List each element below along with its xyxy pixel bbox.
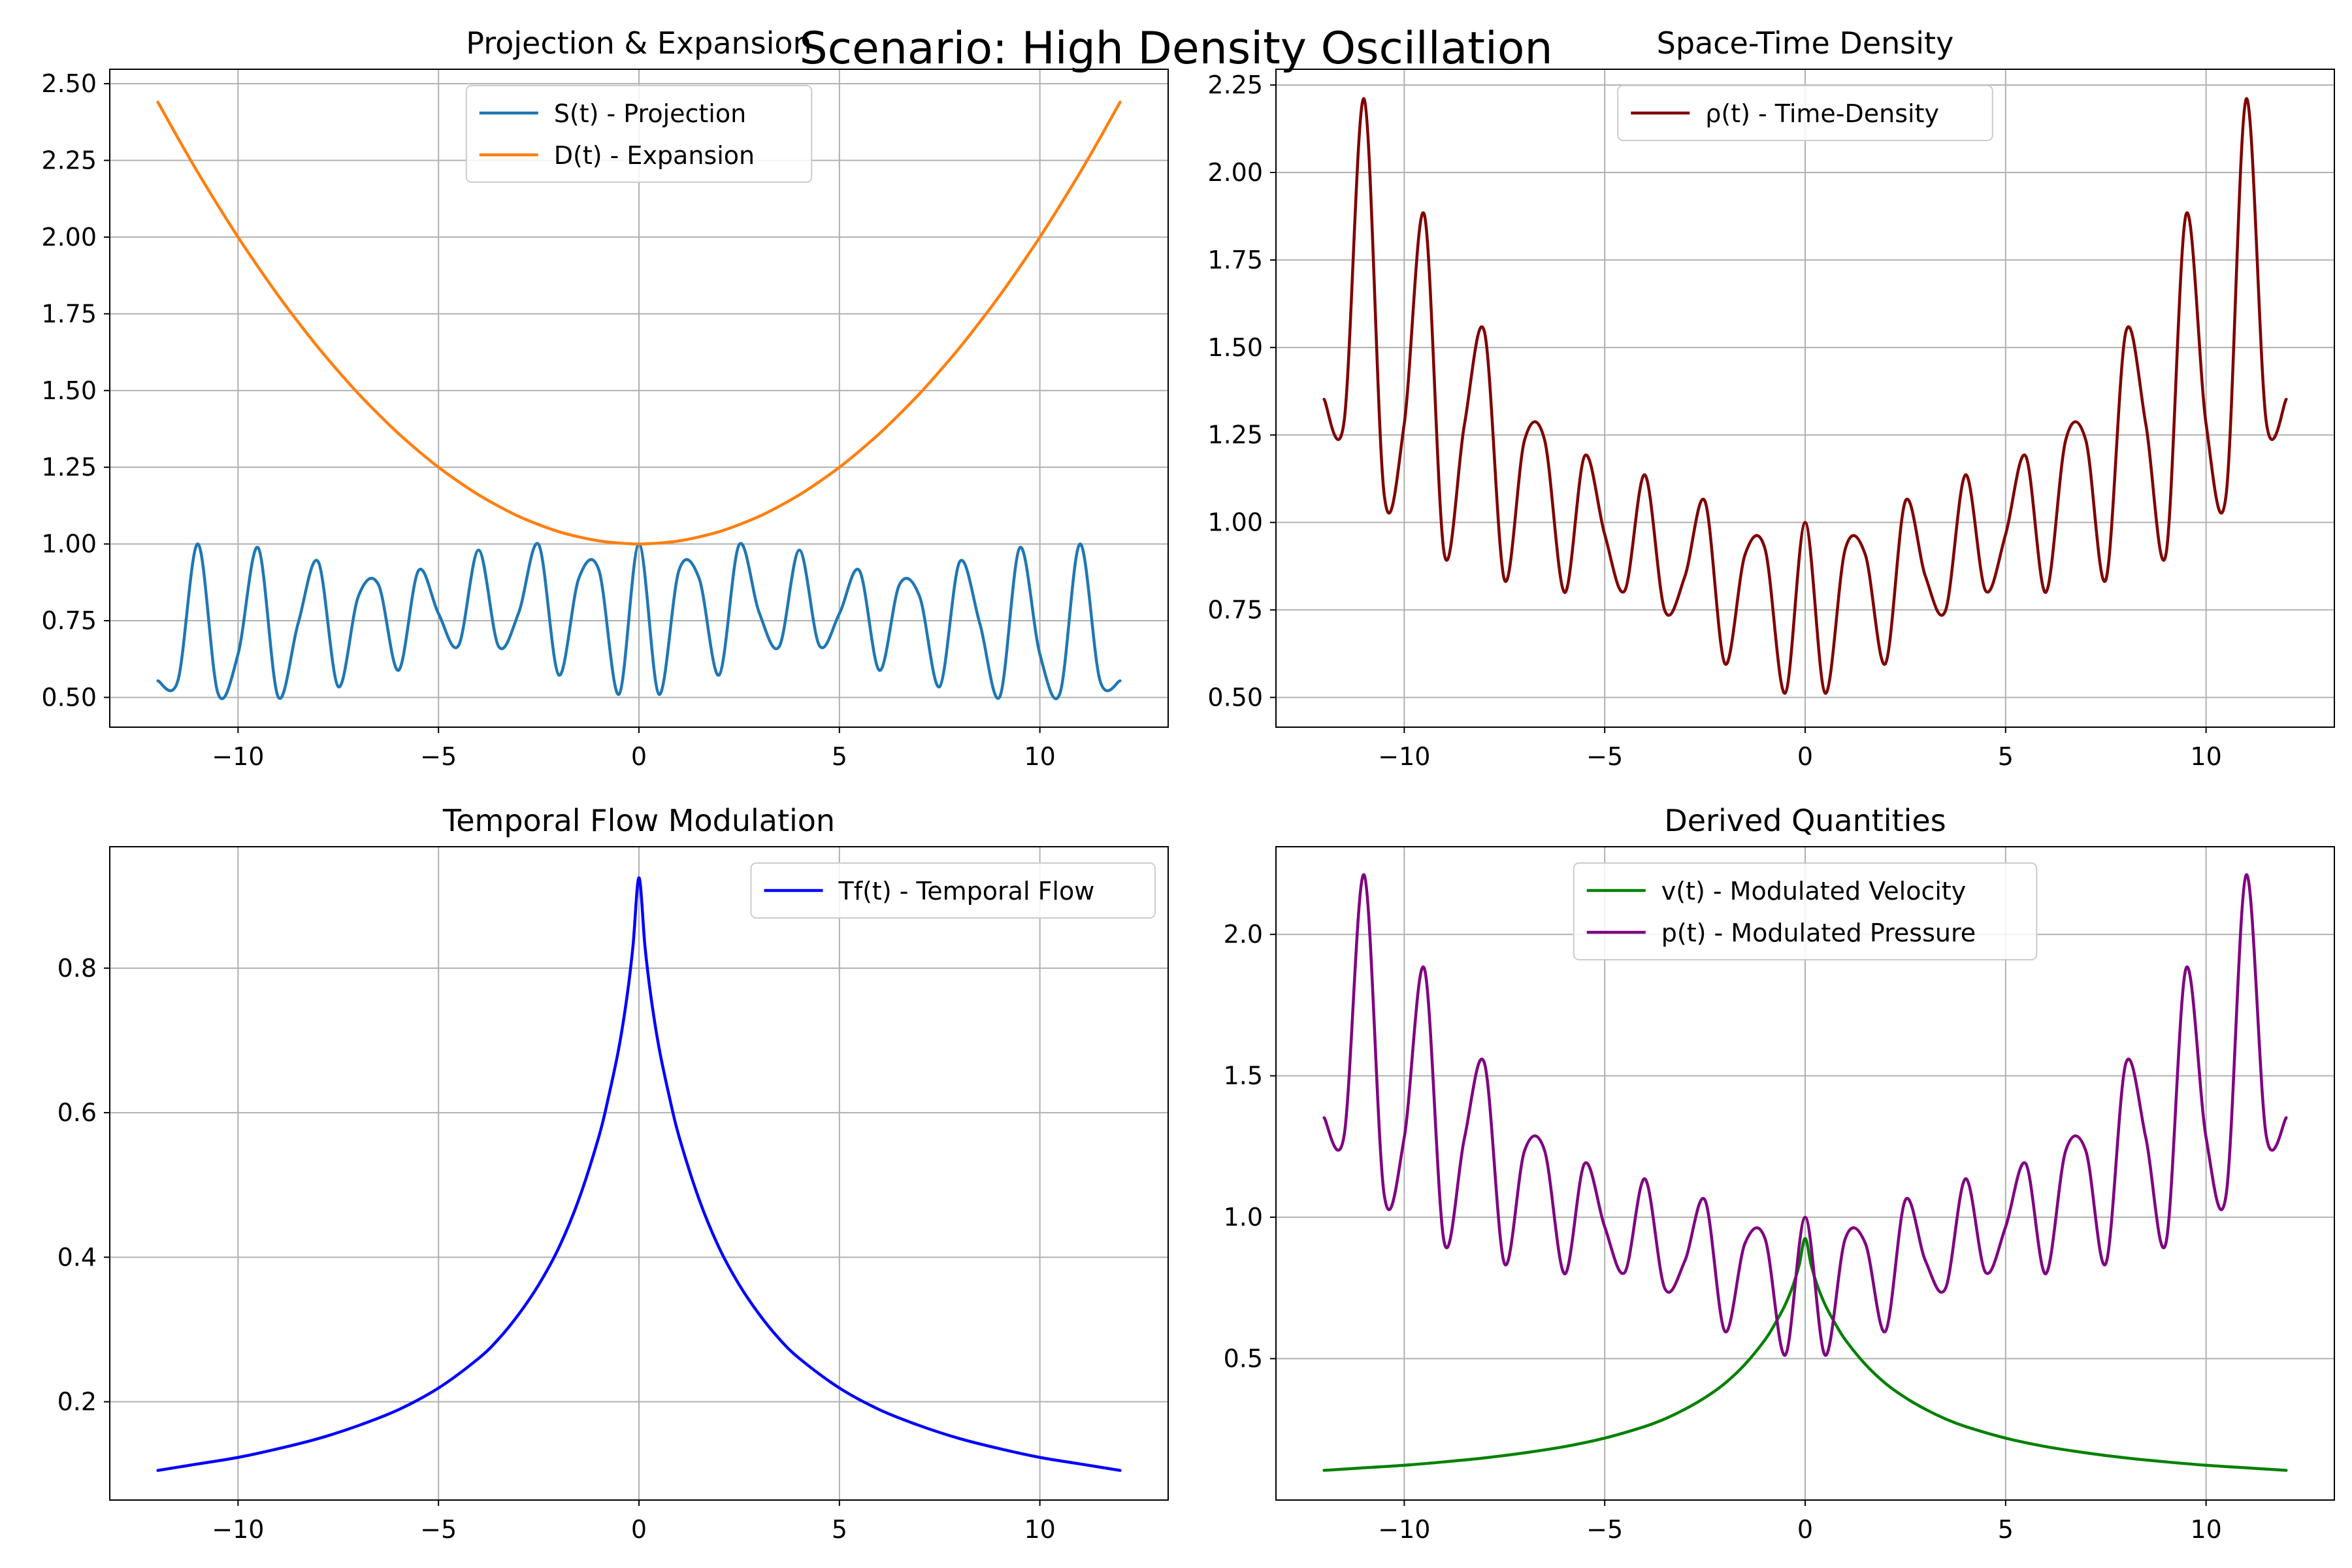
y-tick-label: 0.5	[1224, 1345, 1263, 1373]
x-tick-label: −10	[1378, 742, 1430, 771]
y-tick-label: 1.50	[41, 376, 97, 405]
y-tick-label: 1.5	[1224, 1062, 1263, 1090]
series-line-1	[1322, 1237, 2288, 1472]
y-tick-label: 2.00	[41, 223, 97, 252]
axes-frame	[1275, 846, 2335, 1501]
legend-box	[750, 862, 1156, 919]
x-tick-label: −10	[212, 742, 264, 771]
series-group	[1322, 873, 2288, 1472]
x-tick-label: 10	[2190, 1515, 2221, 1544]
subplot-title: Space-Time Density	[1657, 25, 1954, 61]
y-tick-label: 1.00	[1207, 508, 1263, 537]
subplot-2: −10 −5 0 5 10 0.50 0.75 1.00 1.25 1.50 1.75 2.00 2.2…	[1207, 25, 2335, 771]
y-tick-label: 2.0	[1224, 920, 1263, 949]
x-tick-label: −10	[212, 1515, 264, 1544]
series-group	[1322, 97, 2288, 695]
subplot-panels: −10 −5 0 5 100.500.751.001.251.501.752.002.2…	[41, 25, 2335, 1544]
legend-label-2: p(t) - Modulated Pressure	[1661, 919, 1976, 947]
x-tick-label: −5	[1586, 1515, 1623, 1544]
x-tick-label: 0	[631, 1515, 647, 1544]
y-tick-label: 0.75	[1207, 596, 1263, 625]
x-tick-label: 5	[1998, 742, 2014, 771]
y-tick-label: 1.50	[1207, 333, 1263, 362]
x-tick-label: 5	[1998, 1515, 2014, 1544]
x-tick-label: 0	[1797, 1515, 1813, 1544]
series-group	[156, 876, 1122, 1472]
legend-label-1: v(t) - Modulated Velocity	[1661, 877, 1967, 906]
x-tick-label: 10	[2190, 742, 2221, 771]
x-tick-label: 10	[1024, 742, 1055, 771]
legend-box	[465, 85, 813, 183]
legend-box	[1617, 85, 1993, 141]
y-tick-label: 1.0	[1224, 1203, 1263, 1232]
x-tick-label: 0	[631, 742, 647, 771]
y-tick-label: 0.50	[1207, 683, 1263, 711]
series-line-1	[156, 876, 1122, 1472]
y-tick-label: 0.6	[57, 1098, 97, 1127]
y-tick-label: 1.00	[41, 530, 97, 559]
y-tick-label: 1.75	[41, 299, 97, 328]
subplot-1: −10 −5 0 5 10 0.50 0.75 1.00 1.25 1.50 1.75 2.00 2.2…	[41, 25, 1169, 771]
subplot-3: −10 −5 0 5 10 0.2 0.4 0.6 0.8 Temporal Flow Modul…	[57, 803, 1169, 1544]
axes-frame	[109, 69, 1169, 728]
series-line-2	[1322, 873, 2288, 1357]
y-tick-label: 0.8	[57, 954, 97, 983]
legend-label-1: ρ(t) - Time-Density	[1705, 99, 1939, 128]
y-tick-label: 0.50	[41, 683, 97, 711]
series-line-1	[1322, 97, 2288, 695]
axes-frame	[1275, 69, 2335, 728]
x-tick-label: −5	[420, 742, 457, 771]
subplot-title: Temporal Flow Modulation	[442, 803, 835, 838]
legend: Tf(t) - Temporal Flow	[750, 862, 1156, 919]
y-tick-label: 1.25	[41, 453, 97, 482]
y-tick-label: 2.25	[41, 146, 97, 174]
series-line-2	[156, 101, 1122, 546]
x-tick-label: −5	[1586, 742, 1623, 771]
x-tick-label: −10	[1378, 1515, 1430, 1544]
y-tick-label: 1.25	[1207, 421, 1263, 449]
x-tick-label: −5	[420, 1515, 457, 1544]
axes-frame	[109, 846, 1169, 1501]
subplot-title: Derived Quantities	[1664, 803, 1946, 838]
x-tick-label: 0	[1797, 742, 1813, 771]
y-tick-label: 2.00	[1207, 158, 1263, 187]
legend-label-1: S(t) - Projection	[554, 99, 746, 128]
x-tick-label: 5	[832, 1515, 847, 1544]
y-tick-label: 0.4	[57, 1243, 97, 1271]
legend-label-1: Tf(t) - Temporal Flow	[838, 877, 1095, 906]
legend: v(t) - Modulated Velocity p(t) - Modulate…	[1573, 862, 2038, 960]
x-tick-label: 5	[832, 742, 847, 771]
y-tick-label: 2.50	[41, 69, 97, 98]
y-tick-label: 1.75	[1207, 246, 1263, 274]
subplot-title: Projection & Expansion	[466, 25, 811, 61]
y-tick-label: 2.25	[1207, 71, 1263, 99]
legend-label-2: D(t) - Expansion	[554, 141, 755, 170]
x-tick-label: 10	[1024, 1515, 1055, 1544]
subplot-4: −10 −5 0 5 10 0.5 1.0 1.5 2.0 Derived Quantities v…	[1224, 803, 2335, 1544]
y-tick-label: 0.75	[41, 606, 97, 635]
legend: S(t) - Projection D(t) - Expansion	[465, 85, 813, 183]
figure-suptitle: Scenario: High Density Oscillation	[799, 23, 1552, 74]
legend: ρ(t) - Time-Density	[1617, 85, 1993, 141]
series-group	[156, 101, 1122, 700]
y-tick-label: 0.2	[57, 1388, 97, 1416]
legend-box	[1573, 862, 2038, 960]
